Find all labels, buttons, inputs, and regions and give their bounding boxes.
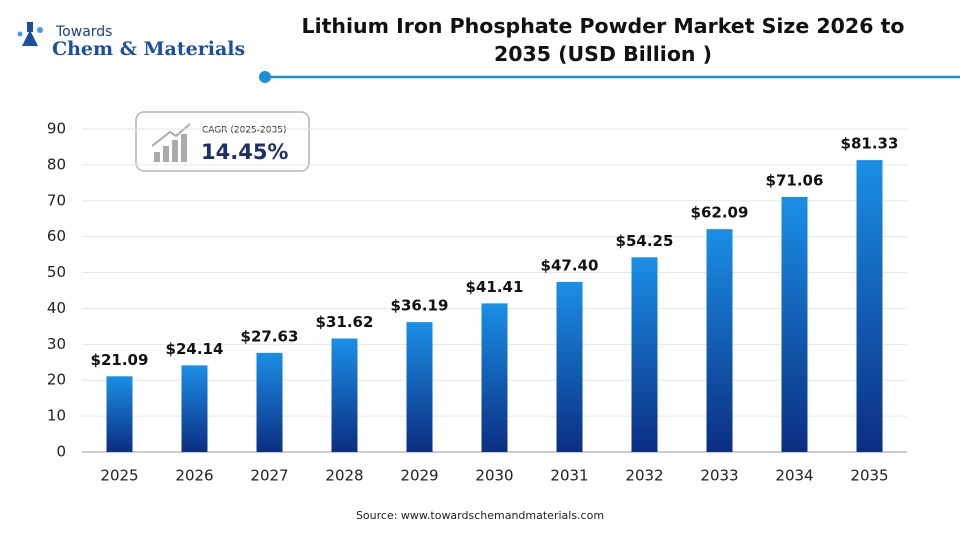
y-tick-label: 0 xyxy=(56,443,66,461)
value-label: $31.62 xyxy=(316,313,374,331)
source: Source: www.towardschemandmaterials.com xyxy=(355,509,605,522)
bar xyxy=(481,303,508,452)
x-tick-label: 2025 xyxy=(100,467,138,485)
bar xyxy=(106,376,133,452)
bar xyxy=(856,160,883,452)
y-tick-label: 30 xyxy=(47,335,66,353)
logo-name: Chem & Materials xyxy=(52,38,246,60)
value-label: $41.41 xyxy=(466,278,524,296)
value-label: $54.25 xyxy=(616,232,674,250)
cagr-value: 14.45% xyxy=(201,140,288,164)
value-label: $27.63 xyxy=(241,327,299,345)
x-tick-label: 2027 xyxy=(250,467,288,485)
x-tick-label: 2034 xyxy=(775,467,813,485)
y-tick-label: 50 xyxy=(47,263,66,281)
y-tick-label: 60 xyxy=(47,227,66,245)
x-tick-label: 2032 xyxy=(625,467,663,485)
bar xyxy=(181,365,208,452)
y-tick-label: 20 xyxy=(47,371,66,389)
x-tick-label: 2029 xyxy=(400,467,438,485)
bar xyxy=(706,229,733,452)
cagr-label: CAGR (2025-2035) xyxy=(202,126,286,136)
bar xyxy=(256,352,283,452)
y-tick-label: 40 xyxy=(47,299,66,317)
value-label: $71.06 xyxy=(766,171,824,189)
x-tick-label: 2026 xyxy=(175,467,213,485)
logo-icon xyxy=(17,22,43,46)
x-tick-label: 2035 xyxy=(850,467,888,485)
cagr-box: CAGR (2025-2035) 14.45% xyxy=(135,111,310,172)
bar xyxy=(631,257,658,452)
bar xyxy=(556,281,583,452)
bar xyxy=(331,338,358,452)
bar xyxy=(406,322,433,452)
value-label: $47.40 xyxy=(541,256,599,274)
bar xyxy=(781,196,808,452)
y-tick-label: 90 xyxy=(47,120,66,138)
logo-top: Towards xyxy=(56,24,113,40)
y-tick-label: 80 xyxy=(47,155,66,173)
y-tick-label: 70 xyxy=(47,191,66,209)
y-tick-label: 10 xyxy=(47,407,66,425)
x-tick-label: 2028 xyxy=(325,467,363,485)
value-label: $24.14 xyxy=(166,340,224,358)
x-tick-label: 2033 xyxy=(700,467,738,485)
title-rule-dot xyxy=(259,71,271,83)
value-label: $62.09 xyxy=(691,204,749,222)
value-label: $81.33 xyxy=(841,135,899,153)
x-tick-label: 2031 xyxy=(550,467,588,485)
value-label: $21.09 xyxy=(91,351,149,369)
chart-title: Lithium Iron Phosphate Powder Market Siz… xyxy=(301,14,905,66)
x-tick-label: 2030 xyxy=(475,467,513,485)
value-label: $36.19 xyxy=(391,297,449,315)
